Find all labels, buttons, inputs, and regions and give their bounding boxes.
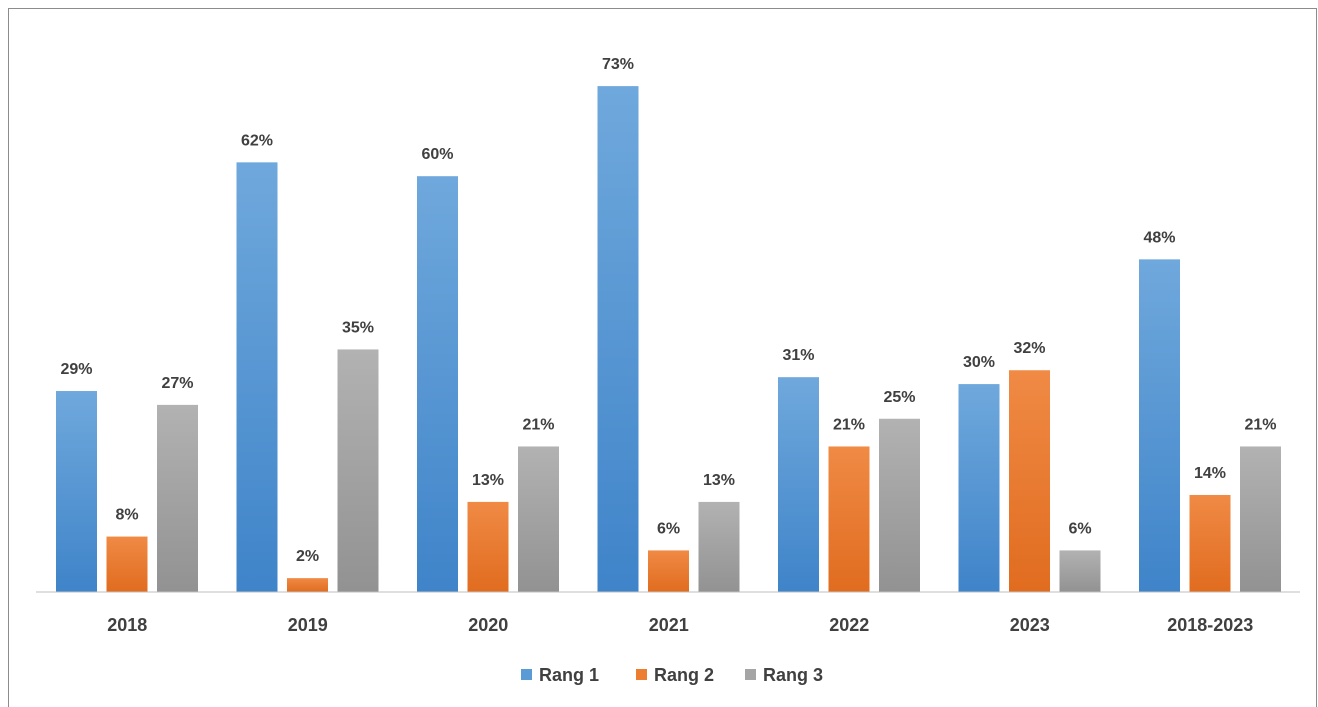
- data-label: 32%: [1013, 340, 1045, 357]
- bar-2-2018-2023: [1189, 494, 1231, 592]
- bar-2-2018: [106, 536, 148, 592]
- bar-2-2022: [828, 446, 870, 592]
- bar-1-2019: [236, 162, 278, 592]
- data-label: 2%: [296, 548, 319, 565]
- data-label: 13%: [703, 472, 735, 489]
- legend: Rang 1 Rang 2 Rang 3: [521, 665, 823, 685]
- bar-2-2020: [467, 501, 509, 592]
- data-label: 27%: [161, 375, 193, 392]
- bar-3-2020: [518, 446, 559, 592]
- category-label: 2020: [468, 615, 508, 635]
- data-label: 21%: [833, 416, 865, 433]
- bar-1-2020: [417, 176, 458, 592]
- bar-3-2021: [698, 501, 740, 592]
- category-labels: 2018 2019 2020 2021 2022 2023 2018-2023: [107, 615, 1253, 635]
- bar-3-2022: [879, 418, 920, 592]
- data-label: 29%: [60, 361, 92, 378]
- bar-2-2023: [1009, 370, 1050, 592]
- data-label: 6%: [1068, 520, 1091, 537]
- category-label: 2018-2023: [1167, 615, 1253, 635]
- legend-label: Rang 2: [654, 665, 714, 685]
- legend-swatch: [636, 669, 647, 680]
- bar-2-2021: [648, 550, 689, 592]
- bars-layer: 29% 8% 27% 62% 2% 35% 60% 13% 21% 73% 6% 13% 31% 21% 2…: [56, 56, 1281, 593]
- data-label: 60%: [421, 146, 453, 163]
- data-label: 21%: [522, 416, 554, 433]
- category-label: 2018: [107, 615, 147, 635]
- category-label: 2022: [829, 615, 869, 635]
- legend-swatch: [745, 669, 756, 680]
- bar-1-2018: [56, 391, 97, 592]
- data-label: 73%: [602, 56, 634, 73]
- category-label: 2021: [649, 615, 689, 635]
- bar-3-2019: [337, 349, 379, 592]
- data-label: 35%: [342, 319, 374, 336]
- data-label: 31%: [782, 347, 814, 364]
- legend-swatch: [521, 669, 532, 680]
- data-label: 14%: [1194, 465, 1226, 482]
- bar-1-2023: [958, 384, 1000, 592]
- legend-label: Rang 3: [763, 665, 823, 685]
- bar-1-2021: [597, 86, 639, 593]
- data-label: 48%: [1143, 229, 1175, 246]
- bar-2-2019: [287, 578, 328, 592]
- data-label: 8%: [115, 507, 138, 524]
- bar-1-2022: [778, 377, 819, 592]
- category-label: 2023: [1010, 615, 1050, 635]
- bar-3-2018: [157, 404, 198, 592]
- data-label: 62%: [241, 132, 273, 149]
- data-label: 13%: [472, 472, 504, 489]
- category-label: 2019: [288, 615, 328, 635]
- data-label: 6%: [657, 520, 680, 537]
- bar-3-2018-2023: [1240, 446, 1281, 592]
- bar-3-2023: [1059, 550, 1101, 592]
- legend-label: Rang 1: [539, 665, 599, 685]
- data-label: 21%: [1244, 416, 1276, 433]
- data-label: 30%: [963, 354, 995, 371]
- data-label: 25%: [883, 389, 915, 406]
- bar-1-2018-2023: [1139, 259, 1180, 592]
